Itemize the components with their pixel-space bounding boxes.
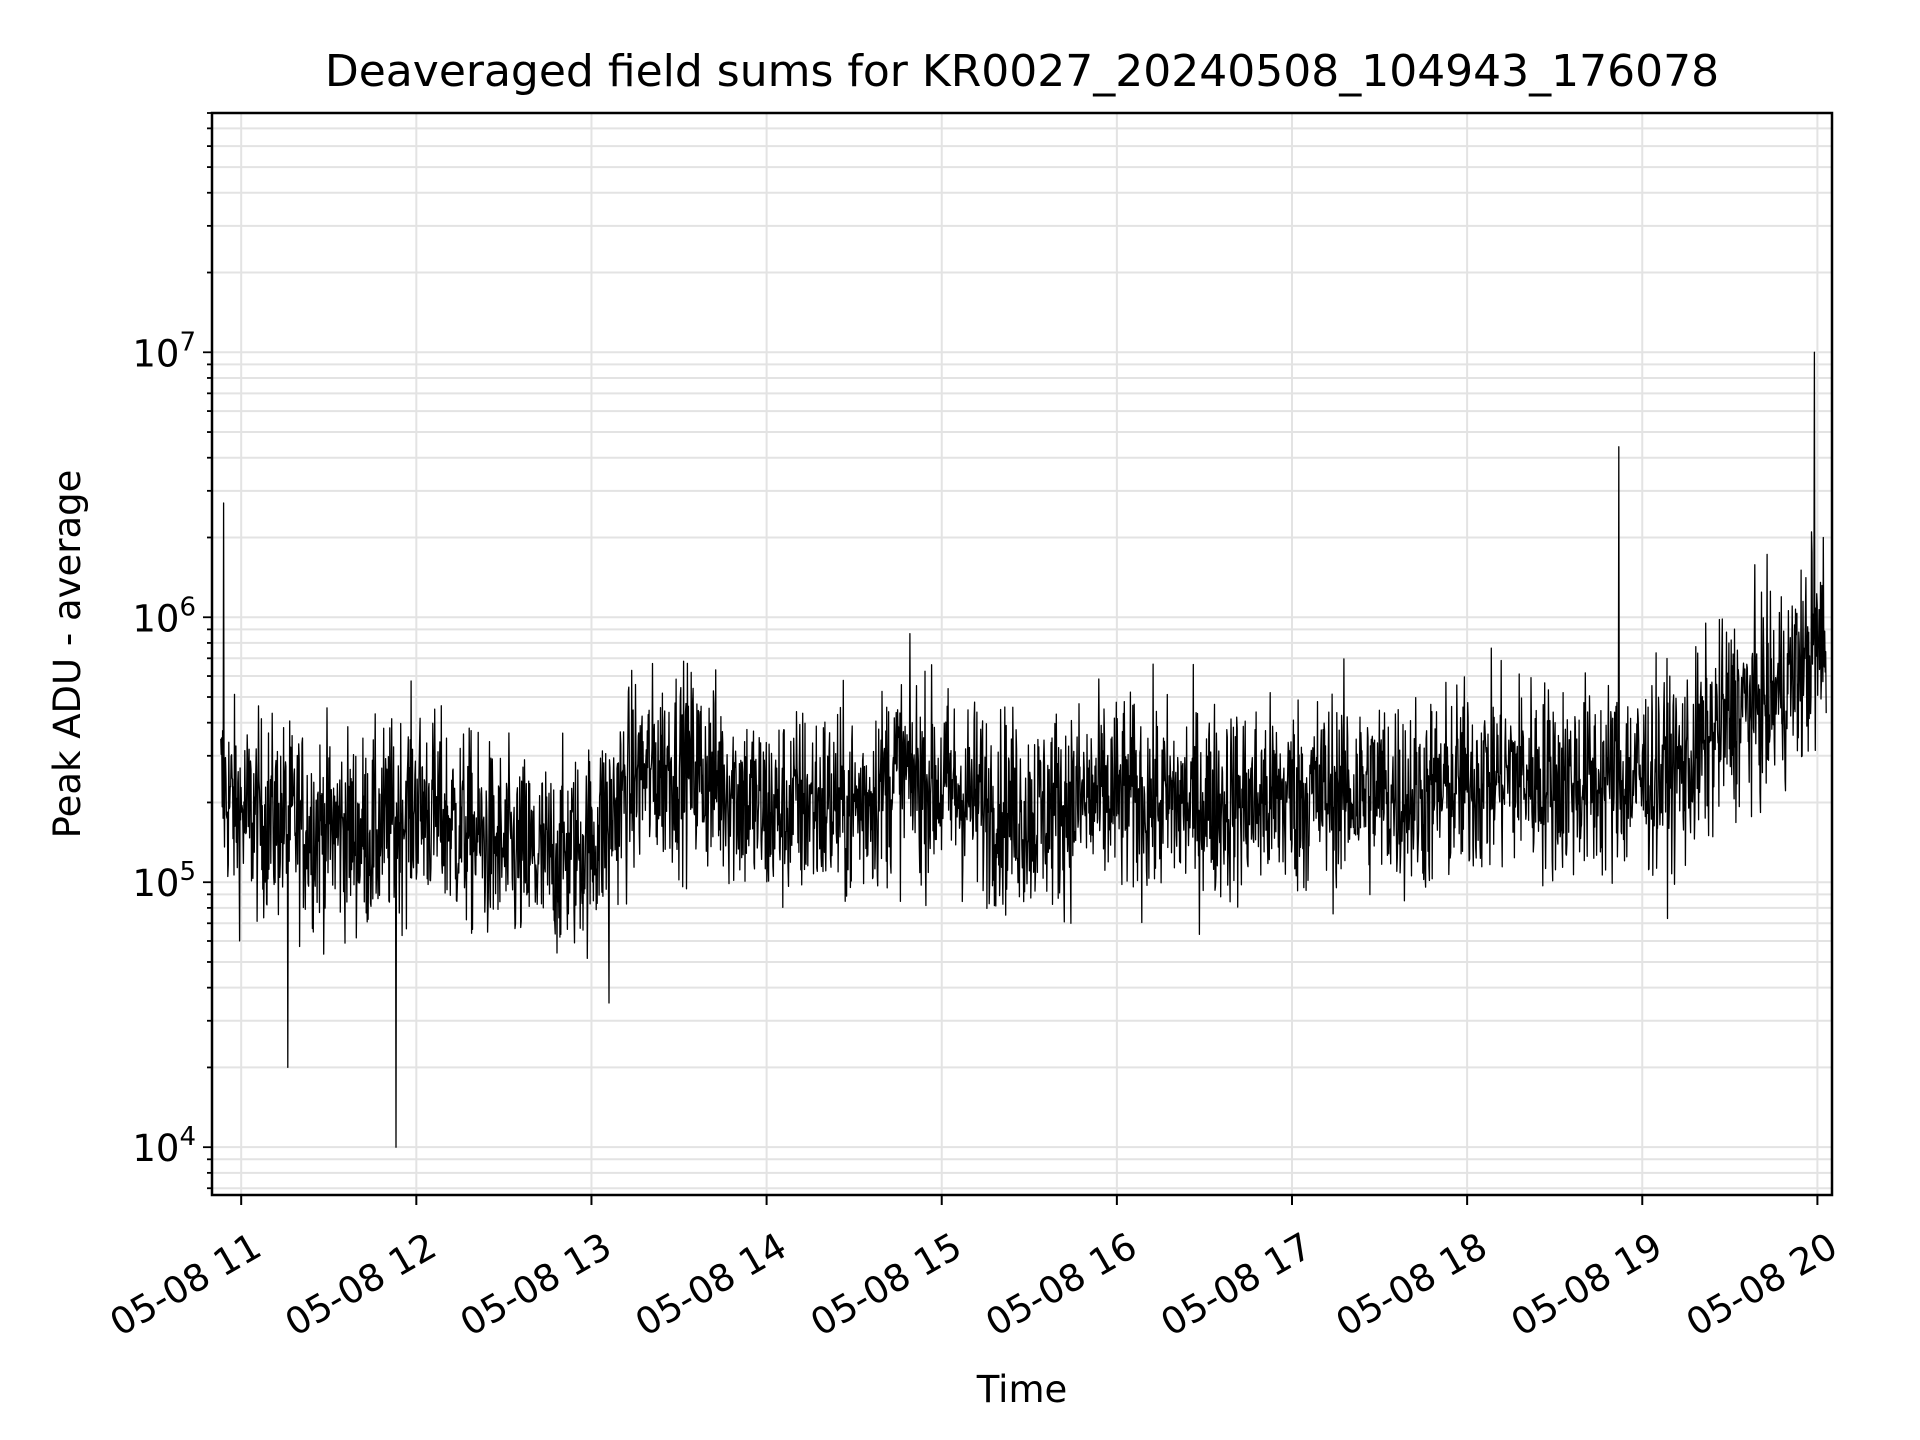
x-axis-title: Time <box>976 1368 1068 1411</box>
series-path <box>220 351 1827 1148</box>
y-axis: 104 105 106 107 <box>132 112 212 1190</box>
y-tick-label: 107 <box>132 327 196 375</box>
x-tick-label: 05-08 15 <box>803 1224 969 1344</box>
x-tick-label: 05-08 17 <box>1154 1224 1320 1344</box>
x-axis: 05-08 11 05-08 12 05-08 13 05-08 14 05-08 15… <box>103 1195 1845 1345</box>
x-tick-label: 05-08 19 <box>1504 1224 1670 1344</box>
y-tick-label: 106 <box>132 592 196 640</box>
plot-frame <box>210 111 1834 1197</box>
y-axis-title: Peak ADU - average <box>46 470 89 839</box>
series-line <box>220 351 1827 1148</box>
x-tick-label: 05-08 16 <box>978 1224 1144 1344</box>
y-tick-label: 104 <box>132 1122 196 1170</box>
grid <box>212 112 1832 1195</box>
x-tick-label: 05-08 12 <box>278 1224 444 1344</box>
x-tick-label: 05-08 11 <box>103 1224 269 1344</box>
x-tick-label: 05-08 14 <box>628 1224 794 1344</box>
y-tick-label: 105 <box>132 857 196 905</box>
x-tick-label: 05-08 20 <box>1679 1224 1845 1344</box>
x-tick-label: 05-08 18 <box>1329 1224 1495 1344</box>
x-tick-label: 05-08 13 <box>453 1224 619 1344</box>
chart-title: Deaveraged field sums for KR0027_2024050… <box>325 46 1719 97</box>
